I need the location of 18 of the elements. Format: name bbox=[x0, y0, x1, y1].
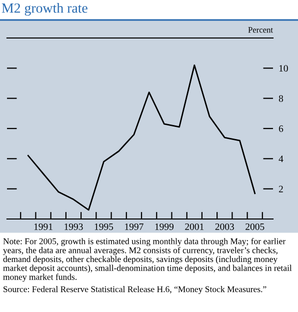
x-tick-label: 1999 bbox=[155, 223, 174, 230]
x-tick-label: 2005 bbox=[246, 223, 264, 230]
y-tick-label: 10 bbox=[279, 65, 288, 72]
x-tick-label: 1997 bbox=[125, 223, 144, 230]
line-series bbox=[27, 64, 256, 211]
x-tick-label: 2003 bbox=[215, 223, 234, 230]
x-tick-label: 1993 bbox=[64, 223, 83, 230]
source-note: Source: Federal Reserve Statistical Release H.6, “Money Stock Measures.” bbox=[4, 286, 266, 294]
y-tick-label: 8 bbox=[278, 95, 284, 102]
y-axis-title: Percent bbox=[248, 27, 273, 33]
x-tick-label: 1995 bbox=[94, 223, 114, 230]
text: Note: For 2005, growth is estimated using monthly data through May; for earlier years, the data are annual averages. M2 consists of currency, traveler’s checks, demand deposits, other checkable deposits, savings deposits (including money market deposit accounts), small-denomination time deposits, and balances in retail money market funds. bbox=[3, 238, 292, 282]
y-tick-label: 2 bbox=[278, 186, 283, 192]
y-tick-label: 4 bbox=[278, 156, 284, 162]
x-tick-label: 2001 bbox=[185, 223, 204, 230]
chart-title: M2 growth rate bbox=[2, 3, 88, 16]
y-tick-label: 6 bbox=[278, 125, 284, 132]
x-tick-label: 1991 bbox=[34, 223, 52, 230]
